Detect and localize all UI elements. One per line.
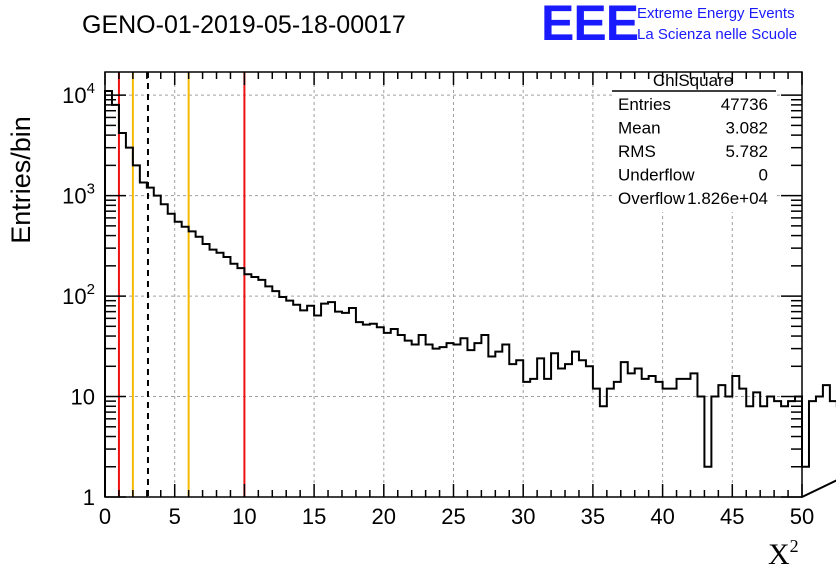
stats-box-title: ChiSquare [653,71,733,90]
y-tick-label-base: 10 [71,385,95,410]
eee-logo-mark: EEE [541,0,638,51]
logo-line-1: Extreme Energy Events [637,5,795,22]
stats-row-label: Mean [618,119,661,138]
x-axis-label-base: X [768,538,790,571]
stats-row-label: RMS [618,142,656,161]
stats-row-value: 0 [759,166,768,185]
x-tick-label: 45 [720,504,744,529]
y-tick-label-base: 10 [62,284,86,309]
x-tick-label: 10 [232,504,256,529]
histogram-outline [104,89,836,498]
y-tick-label: 103 [62,181,95,209]
stats-box: ChiSquare Entries 47736 Mean 3.082 RMS 5.782 U… [612,71,776,212]
x-tick-labels: 0 5 10 15 20 25 30 35 40 45 50 [99,504,814,529]
stats-row-value: 5.782 [725,142,768,161]
x-axis-label: X2 [768,536,799,571]
y-tick-label-base: 10 [62,83,86,108]
y-tick-label-base: 1 [83,485,95,510]
x-tick-label: 40 [650,504,674,529]
x-tick-label: 20 [372,504,396,529]
x-tick-label: 0 [99,504,111,529]
x-tick-label: 50 [790,504,814,529]
stats-row-label: Overflow [618,189,686,208]
y-tick-label-exponent: 2 [87,281,95,298]
x-tick-label: 35 [581,504,605,529]
x-axis-label-superscript: 2 [790,536,799,556]
chart-title: GENO-01-2019-05-18-00017 [82,11,406,39]
y-axis-label: Entries/bin [6,116,36,244]
grid [105,72,802,497]
x-tick-label: 15 [302,504,326,529]
reference-lines [117,72,246,497]
axis-ticks [104,72,803,498]
y-tick-label: 10 [71,385,95,410]
eee-logo: EEE Extreme Energy Events La Scienza nel… [541,0,797,51]
logo-line-2: La Scienza nelle Scuole [637,26,797,43]
x-tick-label: 25 [441,504,465,529]
x-tick-label: 5 [169,504,181,529]
stats-row-label: Entries [618,95,671,114]
y-tick-label: 104 [62,80,95,108]
stats-row-value: 47736 [721,95,768,114]
x-tick-label: 30 [511,504,535,529]
stats-row-label: Underflow [618,166,695,185]
stats-row-value: 1.826e+04 [687,189,768,208]
y-tick-label-exponent: 4 [87,80,95,97]
y-tick-label-exponent: 3 [87,181,95,198]
stats-box-rows: Entries 47736 Mean 3.082 RMS 5.782 Underflow 0 O… [618,95,768,208]
y-tick-label: 102 [62,281,95,309]
stats-row-value: 3.082 [725,119,768,138]
y-tick-label: 1 [83,485,95,510]
stats-box-background [612,84,775,212]
y-tick-label-base: 10 [62,184,86,209]
